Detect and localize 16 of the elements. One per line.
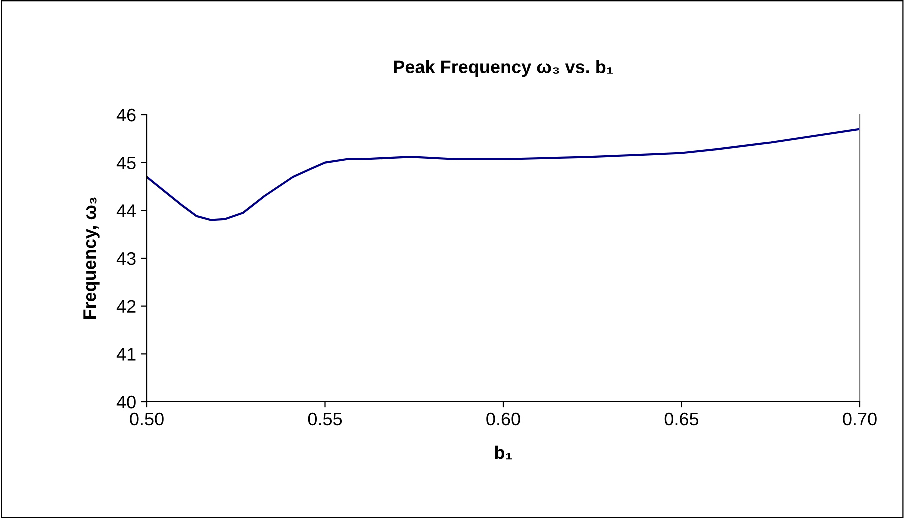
- chart-title: Peak Frequency ω₃ vs. b₁: [394, 60, 614, 78]
- y-tick-label: 44: [116, 204, 136, 218]
- x-tick-label: 0.55: [308, 412, 342, 426]
- x-tick-label: 0.70: [843, 412, 877, 426]
- y-tick-label: 42: [116, 300, 136, 313]
- y-axis-title: Frequency, ω₃: [84, 198, 100, 320]
- line-series: [147, 128, 860, 222]
- x-tick-label: 0.65: [664, 412, 699, 426]
- x-tick-label: 0.60: [486, 412, 520, 426]
- y-tick-label: 41: [116, 348, 136, 361]
- y-tick-label: 43: [116, 252, 136, 266]
- y-tick-label: 40: [116, 396, 136, 409]
- y-tick-label: 46: [116, 108, 136, 122]
- y-tick-label: 45: [116, 156, 136, 170]
- x-axis-title: b₁: [495, 446, 512, 460]
- x-tick-label: 0.50: [130, 412, 164, 426]
